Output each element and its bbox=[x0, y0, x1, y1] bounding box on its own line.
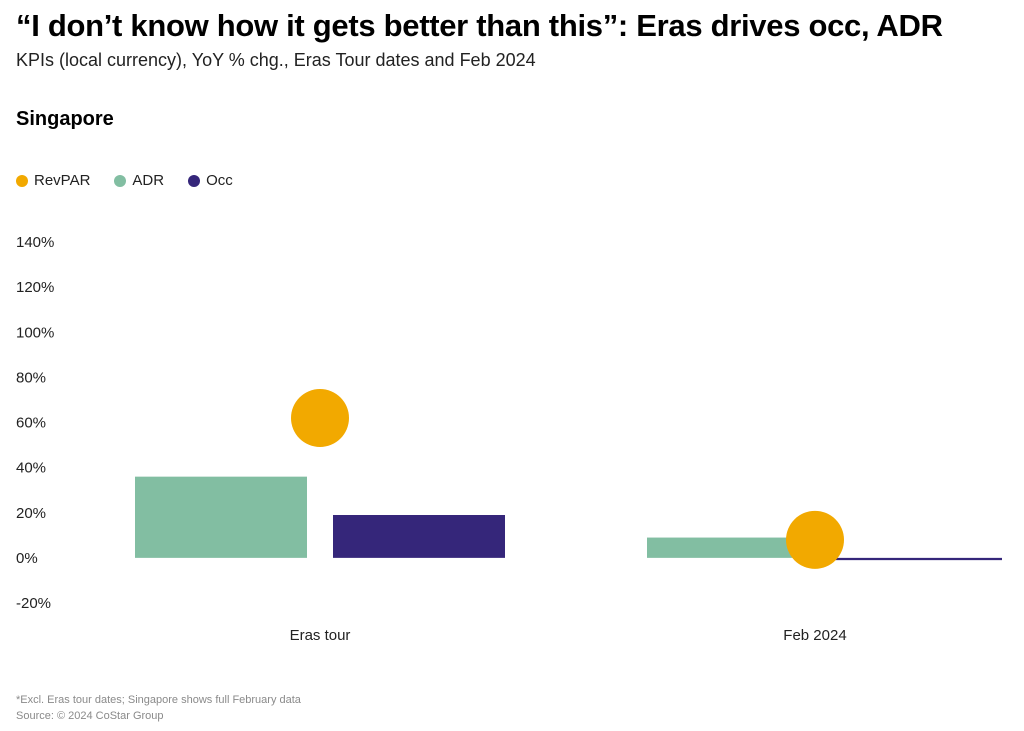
bar-occ-eras-tour bbox=[333, 515, 505, 558]
legend-label-revpar: RevPAR bbox=[34, 172, 91, 189]
y-tick-label: 120% bbox=[16, 279, 54, 296]
y-tick-label: 140% bbox=[16, 234, 54, 251]
panel-title: Singapore bbox=[16, 108, 114, 130]
x-category-label: Feb 2024 bbox=[783, 627, 846, 644]
source-note: Source: © 2024 CoStar Group bbox=[16, 710, 164, 722]
bar-adr-feb-2024 bbox=[647, 537, 809, 558]
legend-item-revpar: RevPAR bbox=[16, 172, 90, 189]
legend-swatch-occ bbox=[188, 174, 201, 187]
y-tick-label: 100% bbox=[16, 324, 54, 341]
bar-adr-eras-tour bbox=[135, 476, 307, 558]
footnote-block: *Excl. Eras tour dates; Singapore shows … bbox=[16, 692, 301, 724]
dot-revpar-feb-2024 bbox=[786, 510, 844, 569]
y-tick-label: 20% bbox=[16, 505, 46, 522]
y-tick-label: 0% bbox=[16, 550, 38, 567]
y-tick-label: 40% bbox=[16, 460, 46, 477]
legend-item-adr: ADR bbox=[114, 172, 164, 189]
y-tick-label: 60% bbox=[16, 415, 46, 432]
y-tick-label: 80% bbox=[16, 369, 46, 386]
legend-swatch-revpar bbox=[16, 174, 28, 187]
chart-title: “I don’t know how it gets better than th… bbox=[16, 8, 943, 43]
legend-label-adr: ADR bbox=[132, 172, 165, 189]
x-category-label: Eras tour bbox=[290, 627, 351, 644]
legend-label-occ: Occ bbox=[206, 172, 233, 189]
y-tick-label: -20% bbox=[16, 595, 51, 612]
legend-swatch-adr bbox=[114, 174, 127, 187]
dot-revpar-eras-tour bbox=[291, 388, 349, 447]
footnote: *Excl. Eras tour dates; Singapore shows … bbox=[16, 694, 301, 706]
bar-occ-feb-2024 bbox=[830, 557, 1002, 561]
legend: RevPAR ADR Occ bbox=[16, 172, 257, 189]
legend-item-occ: Occ bbox=[188, 172, 233, 189]
chart-subtitle: KPIs (local currency), YoY % chg., Eras … bbox=[16, 50, 536, 70]
